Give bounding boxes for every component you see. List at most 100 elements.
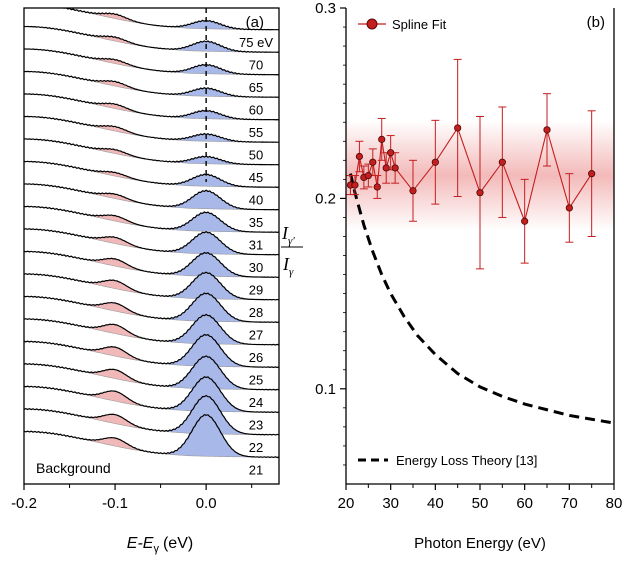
spectrum-trace	[24, 394, 279, 436]
spectrum-label: 35	[249, 215, 263, 230]
spectrum-trace	[24, 138, 279, 166]
x-axis-title-main: E-E	[127, 535, 154, 552]
main-peak-fill	[151, 293, 261, 323]
spectrum-label: 65	[249, 80, 263, 95]
spectrum-label: 30	[249, 260, 263, 275]
x-tick-label: 20	[338, 495, 355, 512]
main-peak-fill	[151, 377, 261, 413]
data-point	[409, 187, 417, 195]
y-tick-label: 0.2	[315, 190, 336, 207]
legend-theory: Energy Loss Theory [13]	[358, 453, 537, 468]
panel-a-label: (a)	[246, 14, 264, 31]
panel-b-label: (b)	[587, 14, 605, 31]
data-point	[521, 217, 529, 225]
spectrum-trace	[24, 93, 279, 121]
x-tick-label: 0.0	[196, 495, 217, 512]
main-peak-fill	[151, 272, 261, 300]
y-title-numerator-main: I	[281, 223, 289, 243]
spline-fit-points	[346, 124, 596, 225]
data-point	[387, 149, 395, 157]
x-tick-label: -0.2	[11, 495, 37, 512]
spectrum-trace	[24, 25, 279, 53]
data-point	[364, 171, 372, 180]
panel-b-plot-area	[346, 58, 614, 425]
x-tick-label: 50	[472, 495, 489, 512]
y-title-denominator-sub: γ	[289, 266, 294, 278]
spectrum-trace	[24, 376, 279, 414]
spectrum-trace	[24, 250, 279, 279]
spectrum-trace	[24, 205, 279, 234]
x-tick-label: 40	[427, 495, 444, 512]
energy-loss-theory-line	[349, 173, 614, 425]
spectrum-label: 50	[249, 148, 263, 163]
spectrum-label: 24	[249, 395, 263, 410]
legend-theory-label: Energy Loss Theory [13]	[396, 453, 537, 468]
x-tick-label: -0.1	[102, 495, 128, 512]
legend-spline-marker	[366, 18, 378, 30]
spectrum-label: 45	[249, 170, 263, 185]
panel-b-y-axis-title: Iγ' Iγ	[281, 223, 303, 278]
x-tick-label: 80	[606, 495, 623, 512]
panel-a-spectra	[24, 8, 279, 484]
panel-a: 75 eV 70 65 60 55 50 45 40 35 31 30 29 28 27 26 25 24 23 2…	[11, 7, 280, 555]
data-point	[498, 158, 506, 166]
main-peak-fill	[151, 356, 261, 390]
panel-b-x-axis-title: Photon Energy (eV)	[414, 535, 546, 552]
data-point	[355, 152, 363, 161]
spectrum-trace	[24, 48, 279, 76]
y-tick-label: 0.1	[315, 381, 336, 398]
main-peak-fill	[151, 212, 261, 233]
data-point	[378, 135, 386, 143]
data-point	[431, 158, 439, 166]
spectra-labels: 75 eV 70 65 60 55 50 45 40 35 31 30 29 28 27 26 25 24 23 2…	[239, 35, 273, 478]
spectrum-trace	[24, 355, 279, 391]
spectrum-trace	[24, 313, 279, 346]
spectrum-trace	[24, 228, 279, 256]
y-title-denominator: Iγ	[282, 254, 294, 278]
spectrum-20	[24, 414, 279, 484]
data-point	[543, 126, 551, 134]
spectrum-label: 29	[249, 283, 263, 298]
spectrum-label: 55	[249, 125, 263, 140]
x-tick-label: 60	[516, 495, 533, 512]
spectrum-trace	[24, 183, 279, 211]
spectrum-label: 21	[249, 463, 263, 478]
main-peak-fill	[151, 232, 261, 255]
data-point	[588, 170, 596, 178]
x-axis-title-subscript: γ	[153, 543, 159, 555]
spectrum-label: 26	[249, 350, 263, 365]
panel-a-x-axis-title: E-Eγ (eV)	[127, 535, 193, 555]
main-peak-fill	[151, 314, 261, 345]
x-tick-label: 70	[561, 495, 578, 512]
spectrum-label: 27	[249, 328, 263, 343]
data-point	[476, 189, 484, 197]
spectrum-trace	[24, 160, 279, 188]
panel-b: 20 30 40 50 60 70 80 0.1 0.2 0.3 (b) Photon Energ…	[281, 0, 622, 552]
x-axis-title-unit: (eV)	[163, 535, 193, 552]
sideband-fill	[69, 166, 161, 184]
y-tick-label: 0.3	[315, 0, 336, 17]
spectrum-trace	[24, 115, 279, 143]
spectrum-label: 70	[249, 58, 263, 73]
spectrum-trace	[24, 333, 279, 369]
legend-spline-fit: Spline Fit	[358, 17, 447, 32]
data-point	[373, 183, 381, 191]
spectrum-label: 23	[249, 418, 263, 433]
main-peak-fill	[151, 252, 261, 278]
spectrum-trace	[24, 271, 279, 301]
data-point	[391, 164, 399, 172]
y-title-denominator-main: I	[282, 254, 290, 274]
main-peak-fill	[151, 414, 261, 458]
spectrum-trace	[24, 414, 279, 459]
legend-spline-label: Spline Fit	[392, 17, 447, 32]
data-point	[382, 164, 390, 172]
spectrum-label: 75 eV	[239, 35, 273, 50]
spectrum-label: 22	[249, 440, 263, 455]
panel-a-x-ticks: -0.2 -0.1 0.0	[11, 484, 253, 512]
data-point	[369, 158, 377, 166]
spectrum-trace	[24, 292, 279, 324]
spectrum-label: 40	[249, 193, 263, 208]
data-point	[565, 204, 573, 212]
panel-a-frame	[23, 7, 280, 485]
